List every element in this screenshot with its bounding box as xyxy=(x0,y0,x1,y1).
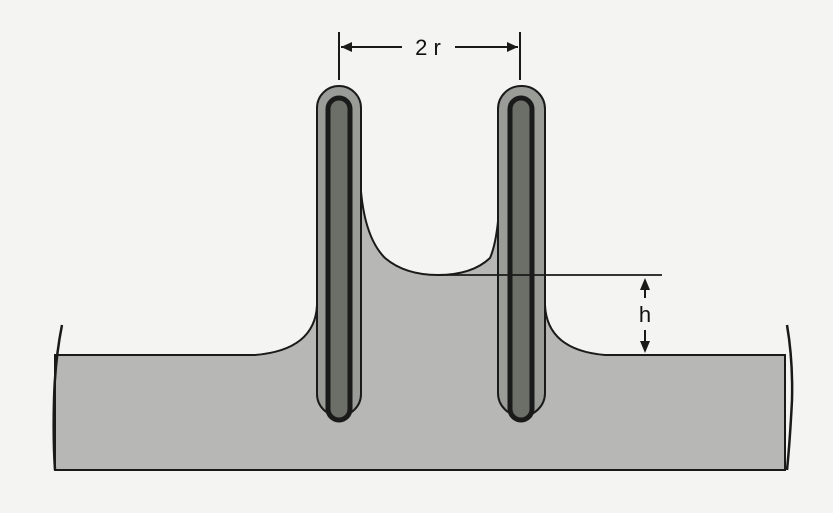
left-capillary-tube xyxy=(316,85,362,423)
container-right-wall xyxy=(785,324,794,471)
height-label: h xyxy=(639,302,651,327)
liquid-body xyxy=(54,110,786,471)
arrowhead-up xyxy=(640,278,650,290)
container-left-wall xyxy=(52,324,64,471)
arrowhead-right xyxy=(507,42,518,52)
width-label: 2 r xyxy=(415,35,441,60)
arrowhead-left xyxy=(341,42,352,52)
arrowhead-down xyxy=(640,341,650,353)
height-dimension: h xyxy=(438,274,662,353)
width-dimension: 2 r xyxy=(338,32,521,80)
right-capillary-tube xyxy=(497,85,546,423)
